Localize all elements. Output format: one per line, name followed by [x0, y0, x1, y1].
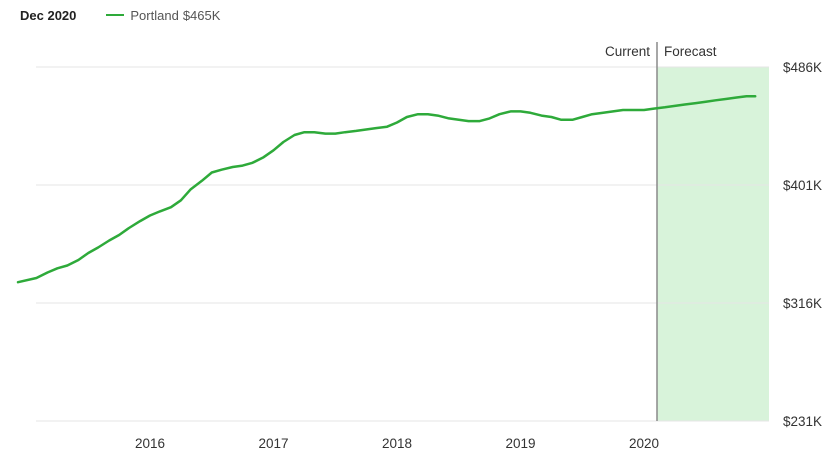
y-tick-label: $231K — [783, 414, 822, 429]
x-tick-label: 2019 — [505, 436, 535, 451]
legend-line-icon — [106, 14, 125, 16]
x-tick-label: 2016 — [135, 436, 165, 451]
x-tick-label: 2020 — [629, 436, 659, 451]
x-axis: 2016 2017 2018 2019 2020 — [135, 436, 659, 451]
x-tick-label: 2017 — [258, 436, 288, 451]
forecast-band — [657, 67, 769, 421]
legend-item-portland[interactable]: Portland $465K — [106, 8, 220, 23]
y-tick-label: $401K — [783, 178, 822, 193]
gridlines — [36, 66, 769, 422]
y-axis: $486K $401K $316K $231K — [783, 60, 822, 429]
date-label: Dec 2020 — [20, 7, 77, 23]
legend-series-name: Portland — [130, 7, 179, 23]
x-tick-label: 2018 — [382, 436, 412, 451]
chart-header: Dec 2020 Portland $465K — [20, 6, 220, 24]
series-group — [16, 94, 757, 284]
y-tick-label: $316K — [783, 296, 822, 311]
forecast-label: Forecast — [664, 44, 717, 59]
y-tick-label: $486K — [783, 60, 822, 75]
series-line-portland[interactable] — [16, 94, 757, 284]
legend-series-value: $465K — [182, 7, 221, 23]
current-label: Current — [605, 44, 650, 59]
